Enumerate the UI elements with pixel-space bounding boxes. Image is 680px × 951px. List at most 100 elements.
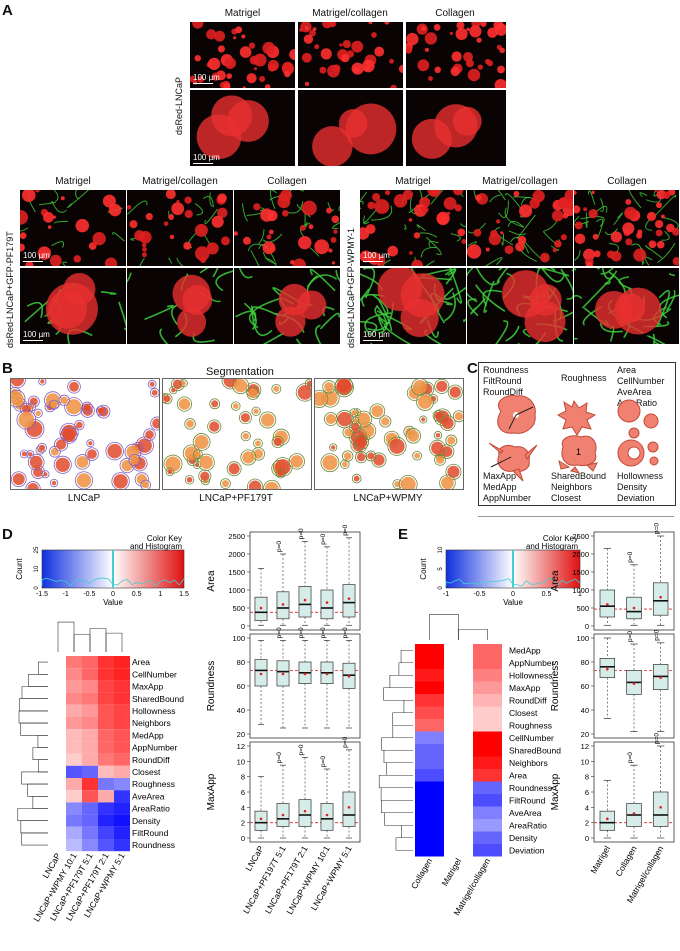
segmented-spheroid [407, 430, 420, 442]
spheroid [637, 229, 643, 235]
segment-outline [37, 442, 47, 453]
spheroid [195, 246, 210, 261]
y-tick-label: 1000 [228, 586, 245, 595]
y-tick-label: 2 [585, 819, 589, 828]
segmented-spheroid [211, 400, 219, 408]
segmented-spheroid [242, 432, 249, 440]
micrograph [190, 22, 295, 88]
segment-outline [251, 406, 261, 416]
y-tick-label: 500 [232, 604, 245, 613]
box [342, 791, 356, 827]
fibroblast-strand [613, 212, 624, 226]
heatmap-cell [415, 769, 444, 782]
segment-outline [416, 392, 434, 411]
fibroblast-strand [458, 190, 464, 198]
feature-group-appendage: MaxApp MedApp AppNumber [483, 471, 532, 503]
heatmap-cell [444, 681, 473, 694]
fibroblast-strand [332, 221, 340, 230]
fibroblast-strand [574, 294, 583, 300]
spheroid [312, 126, 353, 166]
heatmap-row-label: MedApp [509, 645, 541, 655]
micrograph [406, 22, 506, 88]
spheroid [660, 214, 665, 219]
heatmap-cell [98, 753, 114, 766]
spheroid [499, 47, 505, 54]
spheroid [184, 209, 193, 219]
segmented-spheroid [324, 382, 334, 392]
spheroid [183, 241, 192, 250]
segmented-spheroid [22, 404, 32, 414]
spheroid [304, 81, 310, 87]
spheroid [47, 225, 52, 229]
fibroblast-strand [67, 190, 90, 208]
x-tick-label: Collagen [613, 844, 639, 878]
spheroid [197, 76, 205, 83]
spheroid [333, 229, 338, 234]
spheroid [672, 227, 679, 236]
p-value: p=0 [320, 533, 327, 544]
heatmap-row-label: Area [132, 657, 150, 667]
heatmap-row-label: Roundness [132, 840, 175, 850]
box [320, 589, 334, 620]
row-dendrogram [32, 796, 48, 809]
fibroblast-strand [338, 206, 340, 212]
spheroid [127, 204, 132, 210]
mean-point [659, 806, 662, 809]
segmented-spheroid [51, 480, 57, 486]
spheroid [390, 84, 397, 88]
spheroid [262, 41, 276, 55]
feature-schematic: Roundness FiltRound RoundDiff Roughness Ar… [478, 362, 676, 506]
micrograph-zoom [190, 90, 295, 166]
segmented-spheroid [18, 411, 35, 428]
spheroid [374, 255, 386, 266]
fibroblast-strand [335, 270, 340, 282]
fibroblast-strand [26, 301, 44, 318]
heatmap-row-label: AveArea [509, 808, 542, 818]
p-value: p=0 [320, 627, 327, 638]
segment-outline [176, 396, 193, 412]
spheroid [574, 233, 586, 245]
color-key-xtick: -0.5 [83, 591, 95, 598]
segment-outline [207, 419, 222, 434]
segmented-spheroid [343, 452, 352, 460]
fibroblast-strand [516, 214, 536, 240]
heatmap-cell [473, 794, 502, 807]
spheroid [625, 238, 633, 246]
spheroid [467, 244, 482, 259]
spheroid [648, 240, 657, 249]
x-tick-label: LNCaP+WPMY 5:1 [309, 844, 354, 912]
fibroblast-strand [657, 242, 676, 263]
panel-label-e: E [398, 526, 409, 543]
mean-point [259, 606, 263, 610]
color-key-ytick: 0 [34, 586, 40, 590]
segmented-spheroid [371, 405, 384, 418]
spheroid [253, 203, 261, 211]
segmented-spheroid [76, 473, 92, 488]
spheroid [364, 65, 371, 72]
spheroid [134, 230, 145, 241]
y-tick-label: 1000 [572, 586, 589, 595]
segment-outline [240, 431, 251, 442]
spheroid [469, 25, 482, 38]
micrograph-zoom [298, 90, 403, 166]
fibroblast-strand [587, 190, 596, 206]
col-dendrogram [57, 621, 75, 652]
mean-point [606, 603, 609, 606]
color-key-subtitle: and Histogram [526, 542, 578, 551]
segmentation-label: LNCaP [67, 493, 101, 504]
box [652, 582, 669, 616]
fibroblast-strand [645, 219, 653, 231]
heatmap-cell [444, 719, 473, 732]
segment-outline [349, 408, 359, 418]
spheroid [625, 198, 632, 205]
heatmap-cell [98, 692, 114, 705]
heatmap-cell [66, 729, 82, 742]
heatmap-cell [50, 839, 66, 852]
segmented-spheroid [66, 399, 82, 415]
x-tick-label: LNCaP [243, 844, 266, 873]
spheroid [371, 32, 377, 38]
segment-outline [295, 383, 311, 402]
